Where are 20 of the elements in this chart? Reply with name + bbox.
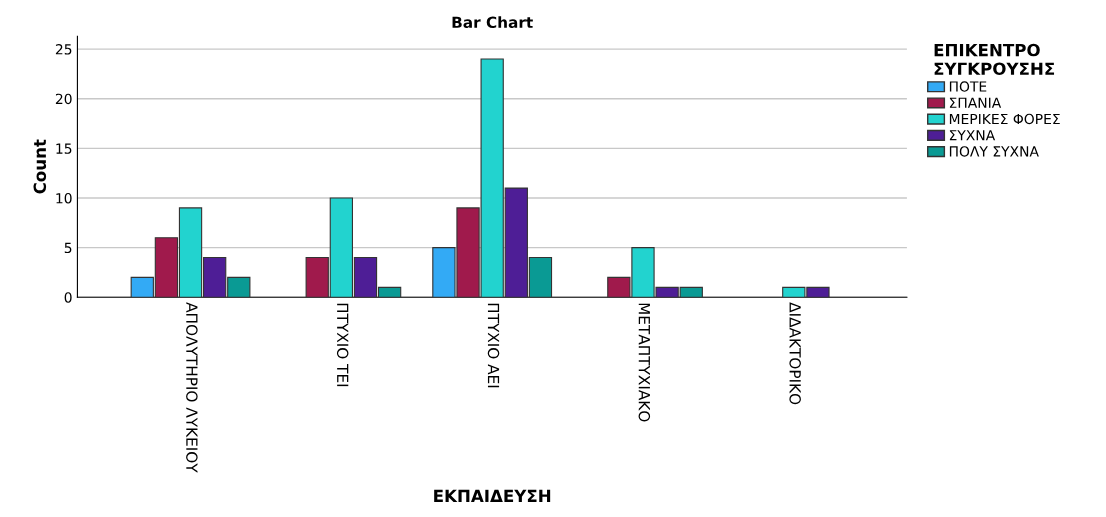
y-tick-label: 10 — [56, 192, 72, 204]
chart-title: Bar Chart — [452, 16, 533, 29]
legend-label: ΠΟΤΕ — [949, 81, 987, 92]
y-tick-label: 0 — [64, 292, 72, 303]
x-tick-label: ΜΕΤΑΠΤΥΧΙΑΚΟ — [638, 303, 651, 422]
legend-title: ΕΠΙΚΕΝΤΡΟ ΣΥΓΚΡΟΥΣΗΣ — [934, 43, 1055, 76]
legend-label: ΣΥΧΝΑ — [949, 130, 996, 141]
legend-label: ΣΠΑΝΙΑ — [949, 97, 1002, 108]
x-axis-title: ΕΚΠΑΙΔΕΥΣΗ — [434, 489, 551, 502]
x-tick-label: ΠΤΥΧΙΟ ΑΕΙ — [487, 303, 500, 388]
x-tick-label: ΠΤΥΧΙΟ ΤΕΙ — [336, 303, 349, 387]
y-tick-label: 20 — [55, 93, 72, 105]
y-tick-label: 5 — [64, 242, 72, 254]
legend-label: ΜΕΡΙΚΕΣ ΦΟΡΕΣ — [949, 113, 1060, 125]
y-tick-label: 25 — [55, 44, 72, 55]
x-tick-label: ΔΙΔΑΚΤΟΡΙΚΟ — [789, 302, 801, 405]
y-axis-title: Count — [33, 139, 47, 194]
y-tick-label: 15 — [56, 143, 72, 154]
legend-label: ΠΟΛΥ ΣΥΧΝΑ — [949, 146, 1039, 157]
x-tick-label: ΑΠΟΛΥΤΗΡΙΟ ΛΥΚΕΙΟΥ — [186, 302, 198, 473]
